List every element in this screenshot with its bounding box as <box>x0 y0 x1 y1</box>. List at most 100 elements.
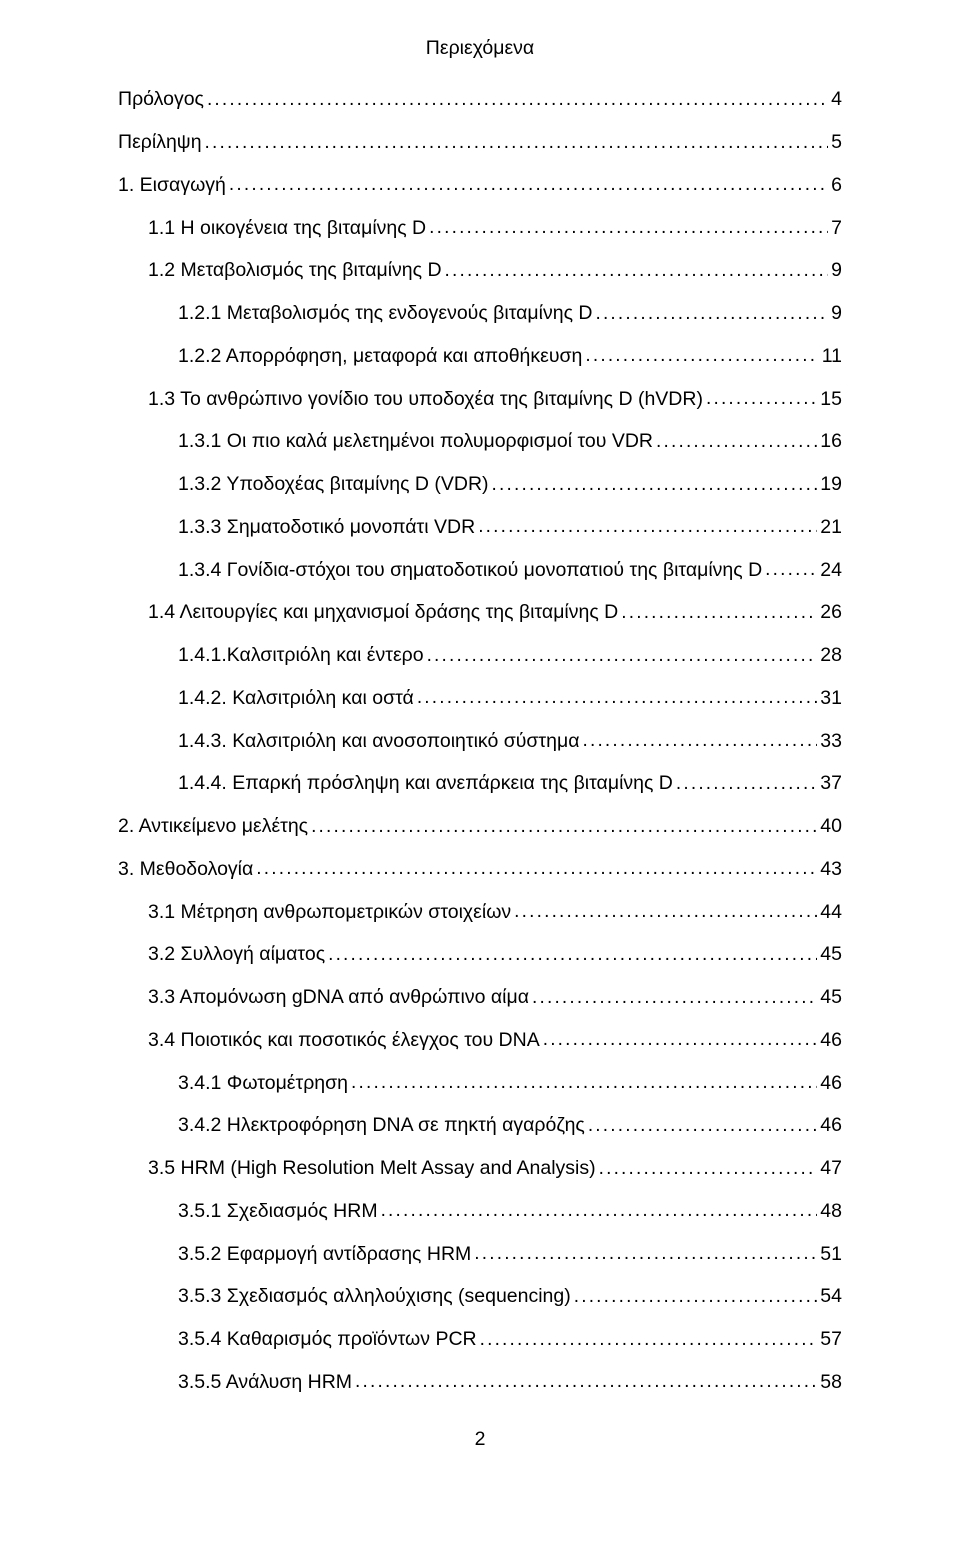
toc-entry-page: 47 <box>820 1154 842 1183</box>
toc-entry: 3. Μεθοδολογία 43 <box>118 855 842 884</box>
toc-entry-label: 3.4.2 Ηλεκτροφόρηση DNA σε πηκτή αγαρόζη… <box>178 1111 585 1140</box>
toc-entry-page: 26 <box>820 598 842 627</box>
toc-leader-dots <box>706 385 817 405</box>
toc-entry-page: 16 <box>820 427 842 456</box>
toc-entry-page: 9 <box>831 256 842 285</box>
toc-entry-label: 3.5.1 Σχεδιασμός HRM <box>178 1197 378 1226</box>
toc-leader-dots <box>229 171 828 191</box>
toc-leader-dots <box>478 513 817 533</box>
toc-entry-label: Πρόλογος <box>118 85 204 114</box>
toc-entry: 3.5.5 Ανάλυση HRM 58 <box>118 1368 842 1397</box>
toc-entry-page: 51 <box>820 1240 842 1269</box>
toc-entry-page: 6 <box>831 171 842 200</box>
toc-entry-label: 3.5.4 Καθαρισμός προϊόντων PCR <box>178 1325 477 1354</box>
toc-entry-label: 1.3.3 Σηματοδοτικό μονοπάτι VDR <box>178 513 475 542</box>
toc-entry-label: 3.5.5 Ανάλυση HRM <box>178 1368 352 1397</box>
toc-entry-label: 1.4 Λειτουργίες και μηχανισμοί δράσης τη… <box>148 598 618 627</box>
toc-entry: 1.4 Λειτουργίες και μηχανισμοί δράσης τη… <box>118 598 842 627</box>
toc-entry: Πρόλογος4 <box>118 85 842 114</box>
toc-entry: 1.2 Μεταβολισμός της βιταμίνης D 9 <box>118 256 842 285</box>
toc-entry-page: 24 <box>820 556 842 585</box>
toc-entry-page: 28 <box>820 641 842 670</box>
toc-entry: 3.5.4 Καθαρισμός προϊόντων PCR57 <box>118 1325 842 1354</box>
toc-entry: 3.4.1 Φωτομέτρηση46 <box>118 1069 842 1098</box>
toc-entry-page: 44 <box>820 898 842 927</box>
toc-leader-dots <box>474 1240 817 1260</box>
toc-entry-page: 37 <box>820 769 842 798</box>
toc-entry-label: 1.4.3. Καλσιτριόλη και ανοσοποιητικό σύσ… <box>178 727 580 756</box>
toc-entry: 3.1 Μέτρηση ανθρωπομετρικών στοιχείων 44 <box>118 898 842 927</box>
toc-entry-page: 7 <box>831 214 842 243</box>
toc-entry-label: 1.3.4 Γονίδια-στόχοι του σηματοδοτικού μ… <box>178 556 762 585</box>
toc-entry-label: 3.5 HRM (High Resolution Melt Assay and … <box>148 1154 596 1183</box>
toc-leader-dots <box>351 1069 817 1089</box>
toc-entry-label: 3.4.1 Φωτομέτρηση <box>178 1069 348 1098</box>
toc-entry: 1.2.1 Μεταβολισμός της ενδογενούς βιταμί… <box>118 299 842 328</box>
toc-entry-page: 33 <box>820 727 842 756</box>
toc-leader-dots <box>599 1155 818 1175</box>
toc-entry-page: 40 <box>820 812 842 841</box>
toc-entry: Περίληψη 5 <box>118 128 842 157</box>
toc-leader-dots <box>480 1326 818 1346</box>
toc-leader-dots <box>427 642 818 662</box>
toc-entry-page: 46 <box>820 1026 842 1055</box>
toc-entry-page: 11 <box>822 342 842 371</box>
toc-entry-label: 2. Αντικείμενο μελέτης <box>118 812 308 841</box>
toc-entry: 3.2 Συλλογή αίματος 45 <box>118 940 842 969</box>
toc-entry-page: 54 <box>820 1282 842 1311</box>
toc-entry-label: 3.2 Συλλογή αίματος <box>148 940 325 969</box>
toc-entry-label: 3.5.3 Σχεδιασμός αλληλούχισης (sequencin… <box>178 1282 571 1311</box>
toc-entry-label: Περίληψη <box>118 128 202 157</box>
toc-leader-dots <box>583 727 818 747</box>
toc-entry: 1.2.2 Απορρόφηση, μεταφορά και αποθήκευσ… <box>118 342 842 371</box>
toc-entry-label: 1.4.1.Καλσιτριόλη και έντερο <box>178 641 424 670</box>
toc-entry-page: 45 <box>820 983 842 1012</box>
toc-entry: 1.3 Το ανθρώπινο γονίδιο του υποδοχέα τη… <box>118 385 842 414</box>
toc-entry-page: 58 <box>820 1368 842 1397</box>
toc-leader-dots <box>429 214 828 234</box>
toc-entry-page: 43 <box>820 855 842 884</box>
toc-entry-page: 46 <box>820 1111 842 1140</box>
toc-entry-page: 5 <box>831 128 842 157</box>
page-number: 2 <box>118 1425 842 1454</box>
toc-entry: 3.5 HRM (High Resolution Melt Assay and … <box>118 1154 842 1183</box>
toc-entry: 3.4 Ποιοτικός και ποσοτικός έλεγχος του … <box>118 1026 842 1055</box>
toc-entry-label: 3.1 Μέτρηση ανθρωπομετρικών στοιχείων <box>148 898 511 927</box>
toc-leader-dots <box>595 300 828 320</box>
toc-entry-label: 1.4.2. Καλσιτριόλη και οστά <box>178 684 414 713</box>
toc-leader-dots <box>381 1197 818 1217</box>
toc-leader-dots <box>532 984 817 1004</box>
toc-entry: 3.3 Απομόνωση gDNA από ανθρώπινο αίμα 45 <box>118 983 842 1012</box>
toc-leader-dots <box>207 86 828 106</box>
toc-entry-label: 1.3 Το ανθρώπινο γονίδιο του υποδοχέα τη… <box>148 385 703 414</box>
toc-entry-page: 15 <box>820 385 842 414</box>
toc-entry: 1.4.1.Καλσιτριόλη και έντερο 28 <box>118 641 842 670</box>
toc-entry: 1.4.4. Επαρκή πρόσληψη και ανεπάρκεια τη… <box>118 769 842 798</box>
toc-leader-dots <box>355 1368 817 1388</box>
toc-entry-label: 3. Μεθοδολογία <box>118 855 253 884</box>
toc-entry: 3.5.3 Σχεδιασμός αλληλούχισης (sequencin… <box>118 1282 842 1311</box>
toc-leader-dots <box>417 684 817 704</box>
toc-entry: 1. Εισαγωγή6 <box>118 171 842 200</box>
toc-leader-dots <box>588 1112 817 1132</box>
toc-entry: 3.5.2 Εφαρμογή αντίδρασης HRM51 <box>118 1240 842 1269</box>
toc-entry-page: 45 <box>820 940 842 969</box>
toc-leader-dots <box>574 1283 818 1303</box>
toc-entry-label: 1.1 Η οικογένεια της βιταμίνης D <box>148 214 426 243</box>
toc-entry: 3.5.1 Σχεδιασμός HRM48 <box>118 1197 842 1226</box>
toc-entry-label: 1.2 Μεταβολισμός της βιταμίνης D <box>148 256 442 285</box>
toc-entry-label: 1.2.2 Απορρόφηση, μεταφορά και αποθήκευσ… <box>178 342 582 371</box>
toc-entry-page: 19 <box>820 470 842 499</box>
toc-entry: 1.3.1 Οι πιο καλά μελετημένοι πολυμορφισ… <box>118 427 842 456</box>
toc-leader-dots <box>492 471 818 491</box>
toc-leader-dots <box>765 556 817 576</box>
toc-entry: 3.4.2 Ηλεκτροφόρηση DNA σε πηκτή αγαρόζη… <box>118 1111 842 1140</box>
toc-entry-label: 3.3 Απομόνωση gDNA από ανθρώπινο αίμα <box>148 983 529 1012</box>
toc-leader-dots <box>445 257 829 277</box>
toc-container: Πρόλογος4 Περίληψη 5 1. Εισαγωγή6 1.1 Η οικο… <box>118 85 842 1397</box>
toc-title: Περιεχόμενα <box>118 34 842 63</box>
toc-entry: 1.3.2 Υποδοχέας βιταμίνης D (VDR)19 <box>118 470 842 499</box>
toc-entry-label: 1.4.4. Επαρκή πρόσληψη και ανεπάρκεια τη… <box>178 769 673 798</box>
toc-entry-page: 21 <box>820 513 842 542</box>
toc-entry-page: 31 <box>820 684 842 713</box>
